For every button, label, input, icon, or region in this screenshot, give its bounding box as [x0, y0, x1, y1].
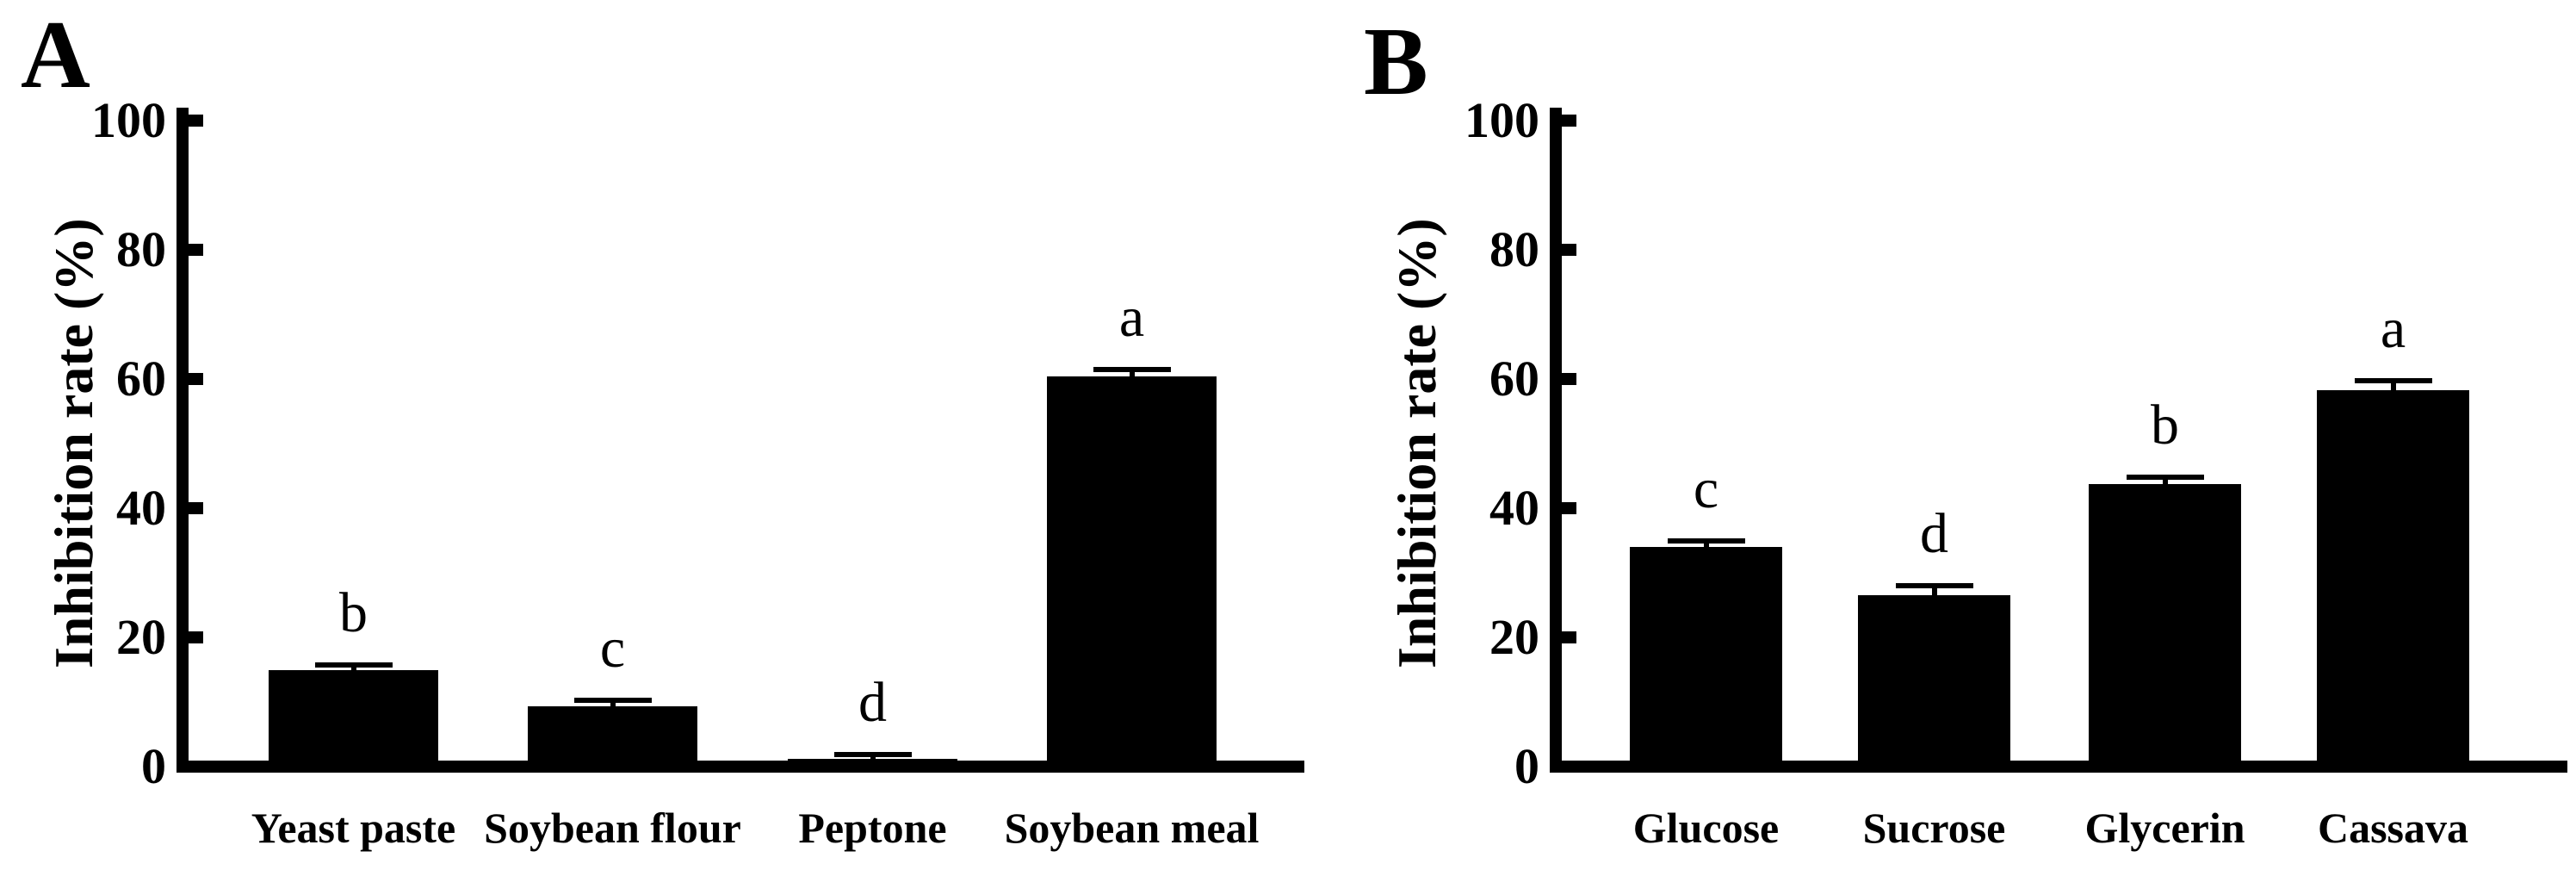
panel-a-y-tick-label-80: 80 [116, 221, 166, 277]
panel-a-y-tick-mark-40 [189, 502, 203, 514]
panel-b-error-whisker-glucose [1703, 544, 1709, 547]
panel-b-x-category-label-glycerin: Glycerin [2084, 804, 2245, 852]
panel-b-error-cap-sucrose [1895, 583, 1973, 588]
panel-b-y-tick-label-20: 20 [1489, 609, 1539, 665]
panel-b-error-cap-cassava [2354, 378, 2432, 384]
panel-a-error-whisker-soybean-flour [610, 702, 616, 707]
panel-b-error-cap-glycerin [2126, 475, 2204, 480]
panel-a-sig-letter-yeast-paste: b [339, 581, 368, 645]
panel-a-bar-yeast-paste [269, 670, 438, 773]
panel-b-x-axis-line [1550, 761, 2567, 773]
panel-a-y-tick-label-40: 40 [116, 480, 166, 536]
panel-b-bar-glycerin [2089, 484, 2241, 773]
panel-b-y-tick-mark-80 [1562, 244, 1576, 256]
panel-a-y-axis-line [176, 108, 189, 773]
panel-a-error-whisker-yeast-paste [350, 668, 356, 671]
panel-b-error-whisker-cassava [2390, 383, 2396, 390]
panel-b-y-tick-mark-20 [1562, 631, 1576, 643]
panel-a-y-axis-title: Inhibition rate (%) [43, 218, 104, 669]
panel-b-bar-glucose [1630, 547, 1782, 773]
panel-b-y-axis-line [1550, 108, 1562, 773]
panel-a-x-category-label-yeast-paste: Yeast paste [251, 804, 456, 852]
panel-a-y-tick-label-60: 60 [116, 351, 166, 407]
panel-a-y-tick-mark-80 [189, 244, 203, 256]
panel-b-error-whisker-glycerin [2162, 480, 2168, 485]
panel-b-sig-letter-glycerin: b [2151, 394, 2179, 457]
panel-a-error-cap-soybean-flour [573, 697, 652, 703]
panel-b-y-tick-label-0: 0 [1514, 738, 1539, 794]
panel-b-y-axis-title: Inhibition rate (%) [1386, 218, 1447, 669]
panel-a-label: A [21, 2, 90, 109]
panel-a-y-tick-label-20: 20 [116, 609, 166, 665]
panel-a-error-cap-peptone [833, 751, 912, 757]
panel-b-y-tick-mark-100 [1562, 115, 1576, 127]
panel-b-y-tick-mark-40 [1562, 502, 1576, 514]
panel-a-error-cap-yeast-paste [314, 662, 393, 668]
panel-b-bar-sucrose [1858, 595, 2010, 773]
panel-a-error-whisker-peptone [870, 756, 876, 759]
panel-a-x-category-label-peptone: Peptone [798, 804, 947, 852]
panel-b-sig-letter-cassava: a [2380, 297, 2406, 361]
panel-b-error-cap-glucose [1667, 538, 1745, 544]
panel-a-bar-peptone [788, 759, 957, 773]
panel-a-y-tick-label-0: 0 [141, 738, 166, 794]
panel-a-sig-letter-soybean-flour: c [599, 616, 626, 680]
panel-b-label: B [1364, 9, 1428, 115]
panel-b-y-tick-mark-60 [1562, 373, 1576, 385]
panel-b-x-category-label-glucose: Glucose [1632, 804, 1780, 852]
panel-b-y-tick-label-80: 80 [1489, 221, 1539, 277]
panel-b-y-tick-label-40: 40 [1489, 480, 1539, 536]
panel-b-sig-letter-glucose: c [1693, 457, 1719, 521]
panel-a-error-cap-soybean-meal [1093, 366, 1171, 372]
panel-a-y-tick-mark-20 [189, 631, 203, 643]
panel-a-bar-soybean-flour [528, 706, 697, 773]
panel-a-bar-soybean-meal [1047, 376, 1217, 773]
panel-a-sig-letter-soybean-meal: a [1118, 285, 1145, 349]
panel-a-y-tick-mark-60 [189, 373, 203, 385]
panel-b-x-category-label-sucrose: Sucrose [1862, 804, 2006, 852]
panel-b-sig-letter-sucrose: d [1920, 502, 1948, 565]
panel-a-sig-letter-peptone: d [858, 670, 887, 734]
panel-b-bar-cassava [2317, 389, 2469, 773]
panel-b-x-category-label-cassava: Cassava [2317, 804, 2469, 852]
panel-b-error-whisker-sucrose [1931, 588, 1937, 596]
panel-a-x-category-label-soybean-meal: Soybean meal [1004, 804, 1260, 852]
panel-b-y-tick-label-60: 60 [1489, 351, 1539, 407]
panel-b-y-tick-label-100: 100 [1464, 92, 1539, 148]
panel-a-y-tick-label-100: 100 [91, 92, 166, 148]
panel-a-error-whisker-soybean-meal [1129, 371, 1135, 376]
panel-a-x-axis-line [176, 761, 1304, 773]
panel-a-x-category-label-soybean-flour: Soybean flour [484, 804, 741, 852]
panel-a-y-tick-mark-100 [189, 115, 203, 127]
